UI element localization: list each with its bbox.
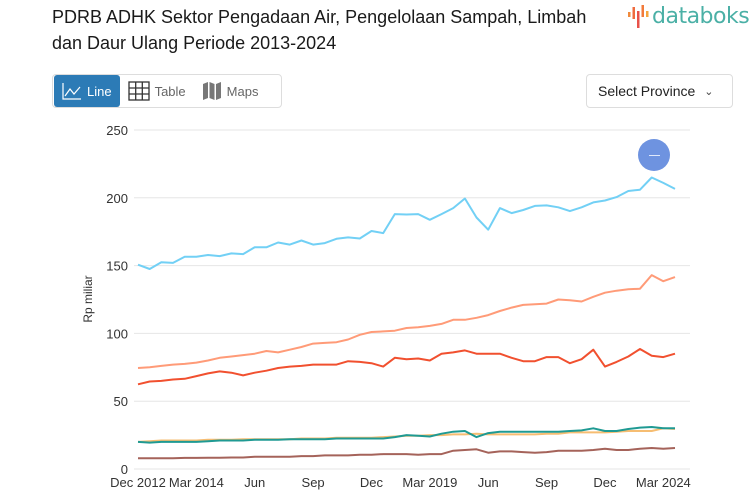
view-tabs: Line Table Maps [52, 74, 282, 108]
chart-title: PDRB ADHK Sektor Pengadaan Air, Pengelol… [52, 7, 587, 53]
x-tick-label: Jun [478, 475, 499, 490]
y-tick-label: 200 [106, 191, 128, 206]
x-tick-label: Mar 2014 [169, 475, 224, 490]
x-tick-label: Jun [244, 475, 265, 490]
logo-bars-icon [628, 5, 649, 28]
province-select-label: Select Province [598, 83, 696, 99]
table-icon [127, 81, 150, 101]
tab-label: Table [154, 83, 186, 99]
x-tick-label: Mar 2024 [636, 475, 691, 490]
x-tick-label: Sep [535, 475, 558, 490]
tab-label: Maps [226, 83, 259, 99]
y-axis-label: Rp miliar [81, 275, 95, 322]
x-tick-label: Dec 2012 [110, 475, 166, 490]
tab-line[interactable]: Line [54, 75, 120, 107]
y-tick-label: 150 [106, 259, 128, 274]
province-select[interactable]: Select Province ⌄ [586, 74, 733, 108]
tab-table[interactable]: Table [120, 75, 194, 107]
map-icon [202, 82, 221, 100]
x-tick-label: Dec [593, 475, 617, 490]
series-line-5 [137, 426, 675, 444]
databoks-logo: databoks [627, 3, 750, 29]
zoom-out-button[interactable] [638, 139, 670, 171]
logo-text: databoks [652, 3, 750, 29]
minus-icon [648, 154, 660, 156]
line-chart-icon [62, 83, 81, 100]
x-tick-label: Sep [302, 475, 325, 490]
y-tick-label: 100 [106, 326, 128, 341]
chevron-down-icon: ⌄ [704, 85, 714, 98]
series-line-3 [137, 348, 676, 386]
series-line-1 [137, 176, 676, 270]
y-tick-label: 50 [114, 394, 128, 409]
series-line-6 [138, 447, 676, 460]
x-tick-label: Mar 2019 [402, 475, 457, 490]
tab-maps[interactable]: Maps [194, 75, 267, 107]
y-tick-label: 250 [106, 123, 128, 138]
y-tick-label: 0 [121, 462, 128, 477]
tab-label: Line [87, 83, 112, 99]
x-tick-label: Dec [360, 475, 384, 490]
series-line-2 [137, 274, 676, 369]
